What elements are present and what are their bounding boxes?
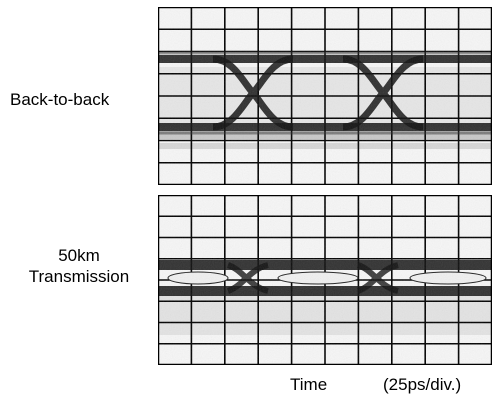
eye-diagram-back-to-back-svg <box>158 7 492 185</box>
eye-diagram-50km-transmission <box>158 195 492 365</box>
back-to-back-label: Back-to-back <box>10 90 110 109</box>
transmission-label: 50km Transmission <box>0 245 158 287</box>
x-axis-label: Time <box>290 375 328 394</box>
eye-diagram-50km-svg <box>158 195 492 365</box>
transmission-label-line1: 50km <box>58 246 100 265</box>
x-axis-scale: (25ps/div.) <box>383 375 462 394</box>
eye-diagram-back-to-back <box>158 7 492 185</box>
transmission-label-line2: Transmission <box>28 267 130 286</box>
